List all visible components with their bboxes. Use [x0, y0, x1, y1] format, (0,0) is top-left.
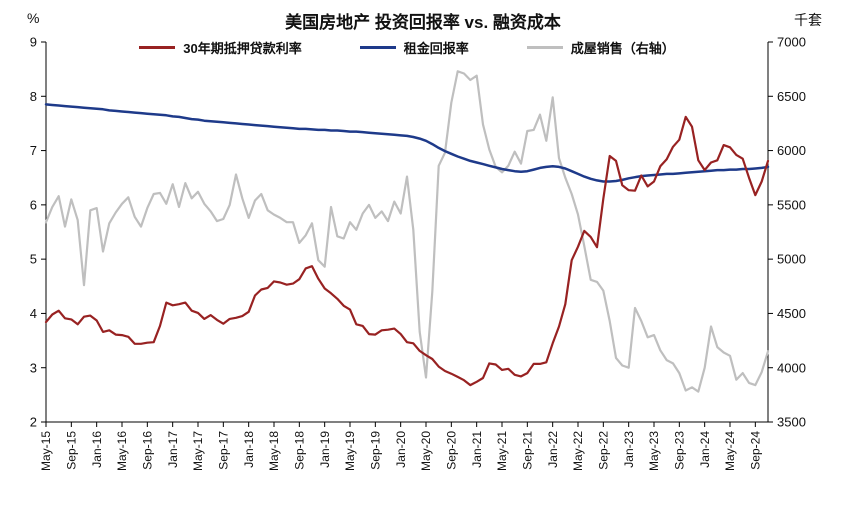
legend-line-swatch-mortgage-rate: [139, 46, 176, 49]
svg-text:May-21: May-21: [495, 431, 509, 471]
svg-text:Jan-18: Jan-18: [242, 431, 256, 468]
svg-text:Sep-17: Sep-17: [217, 431, 231, 470]
svg-text:Sep-24: Sep-24: [749, 431, 763, 470]
svg-text:Sep-20: Sep-20: [445, 431, 459, 470]
svg-text:Sep-23: Sep-23: [673, 431, 687, 470]
svg-text:Jan-16: Jan-16: [90, 431, 104, 468]
svg-text:May-23: May-23: [647, 431, 661, 471]
svg-text:Jan-19: Jan-19: [318, 431, 332, 468]
legend-item-rental-yield: 租金回报率: [359, 38, 469, 57]
svg-text:7000: 7000: [777, 35, 806, 50]
svg-text:2: 2: [30, 415, 37, 430]
svg-text:Sep-18: Sep-18: [293, 431, 307, 470]
svg-text:Sep-15: Sep-15: [65, 431, 79, 470]
svg-text:5500: 5500: [777, 197, 806, 212]
svg-text:3500: 3500: [777, 415, 806, 430]
svg-text:Sep-16: Sep-16: [141, 431, 155, 470]
svg-text:5: 5: [30, 252, 37, 267]
svg-text:Jan-21: Jan-21: [470, 431, 484, 468]
svg-text:6500: 6500: [777, 89, 806, 104]
svg-text:3: 3: [30, 360, 37, 375]
left-axis-unit-label: %: [27, 10, 40, 26]
svg-text:May-17: May-17: [191, 431, 205, 471]
svg-text:Jan-23: Jan-23: [622, 431, 636, 468]
svg-text:Jan-24: Jan-24: [698, 431, 712, 468]
right-axis-unit-label: 千套: [794, 12, 822, 28]
svg-text:6000: 6000: [777, 143, 806, 158]
svg-text:Jan-22: Jan-22: [546, 431, 560, 468]
svg-text:Sep-22: Sep-22: [597, 431, 611, 470]
legend-item-existing-home-sales: 成屋销售（右轴）: [526, 38, 675, 57]
svg-text:4000: 4000: [777, 360, 806, 375]
svg-text:May-24: May-24: [723, 431, 737, 471]
svg-text:7: 7: [30, 143, 37, 158]
legend-label-existing-home-sales: 成屋销售（右轴）: [570, 41, 675, 56]
legend-label-rental-yield: 租金回报率: [403, 41, 469, 56]
chart-title: 美国房地产 投资回报率 vs. 融资成本: [285, 13, 561, 32]
legend-line-swatch-existing-home-sales: [526, 46, 563, 49]
svg-text:May-20: May-20: [419, 431, 433, 471]
svg-text:Jan-17: Jan-17: [166, 431, 180, 468]
svg-text:4: 4: [30, 306, 37, 321]
legend-line-swatch-rental-yield: [359, 46, 396, 49]
legend-label-mortgage-rate: 30年期抵押贷款利率: [183, 41, 302, 56]
svg-text:May-19: May-19: [343, 431, 357, 471]
svg-text:8: 8: [30, 89, 37, 104]
svg-text:May-22: May-22: [571, 431, 585, 471]
svg-text:Sep-19: Sep-19: [369, 431, 383, 470]
svg-text:5000: 5000: [777, 252, 806, 267]
svg-text:May-15: May-15: [39, 431, 53, 471]
svg-text:9: 9: [30, 35, 37, 50]
svg-text:Sep-21: Sep-21: [521, 431, 535, 470]
svg-text:Jan-20: Jan-20: [394, 431, 408, 468]
chart-legend: 30年期抵押贷款利率 租金回报率 成屋销售（右轴）: [46, 38, 768, 57]
svg-text:4500: 4500: [777, 306, 806, 321]
legend-item-mortgage-rate: 30年期抵押贷款利率: [139, 38, 302, 57]
svg-text:May-18: May-18: [267, 431, 281, 471]
svg-text:6: 6: [30, 197, 37, 212]
svg-text:May-16: May-16: [115, 431, 129, 471]
